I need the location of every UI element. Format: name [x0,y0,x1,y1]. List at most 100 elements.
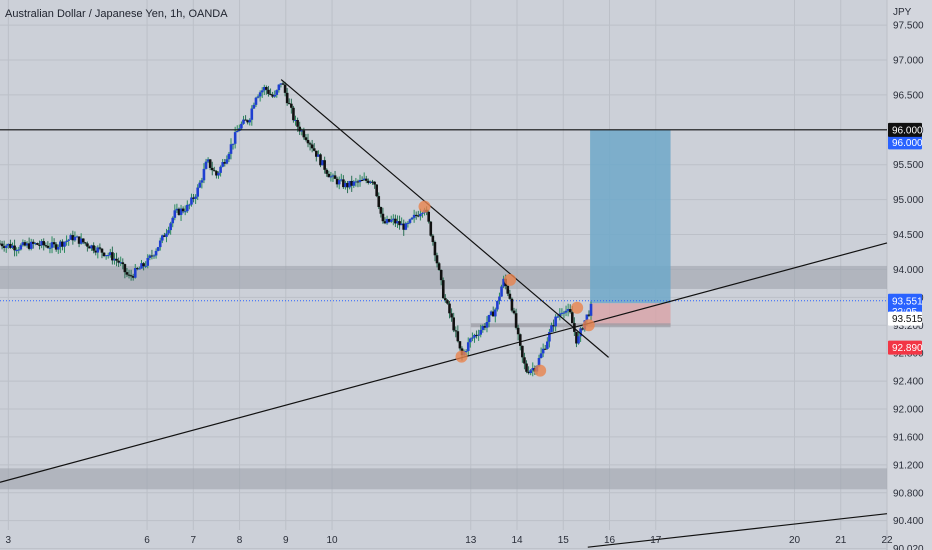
candle-body-186 [385,219,389,224]
candle-body-65 [133,268,137,278]
candle-body-3 [4,245,8,248]
candle-body-120 [248,119,252,123]
candle-body-279 [579,328,582,337]
candle-body-270 [560,312,564,314]
y-tick-label-11: 92.400 [893,377,924,388]
trendline-2[interactable] [0,242,888,483]
candle-body-124 [256,96,260,98]
drawing-layer[interactable] [0,79,888,548]
candle-body-256 [531,368,535,371]
candle-body-272 [564,310,568,313]
y-tick-label-13: 91.600 [893,432,924,443]
y-tick-label-7: 94.000 [893,265,924,276]
y-tick-label-1: 97.000 [893,56,924,67]
candle-body-136 [281,83,285,85]
candle-body-244 [506,285,510,294]
y-tick-label-9: 93.200 [893,321,924,332]
candle-body-268 [556,316,560,318]
candle-body-262 [543,348,547,350]
candle-body-158 [327,173,331,178]
candle-body-75 [154,250,158,256]
candle-body-10 [19,245,23,250]
candle-body-228 [473,334,476,338]
candle-body-67 [138,268,141,270]
y-tick-label-12: 92.000 [893,405,924,416]
candle-body-144 [298,126,301,132]
candle-body-199 [412,214,416,218]
candle-body-36 [73,236,77,241]
candle-body-155 [321,160,324,166]
candle-body-267 [554,316,557,327]
price-badge-label-stop: 92.890 [892,343,923,354]
candle-body-116 [240,123,243,129]
candle-body-51 [104,255,108,257]
candle-body-152 [315,150,318,157]
trendline-3[interactable] [587,513,888,548]
candle-body-153 [317,154,320,157]
y-tick-label-2: 96.500 [893,90,924,101]
candle-body-266 [552,325,555,327]
candle-body-143 [296,120,299,127]
candle-body-55 [113,258,116,261]
candle-body-232 [481,326,485,331]
candle-body-176 [364,178,368,181]
candle-body-92 [190,197,193,205]
candle-body-87 [179,208,183,215]
candle-body-208 [431,235,435,243]
candle-body-167 [346,182,349,188]
candle-body-249 [516,327,520,335]
candle-body-25 [50,242,54,248]
candle-body-178 [369,181,372,183]
candle-body-44 [90,245,93,249]
candle-body-123 [254,97,258,105]
candle-body-60 [123,264,127,273]
candle-body-201 [416,215,420,217]
x-tick-label-1: 6 [144,535,150,546]
candle-body-247 [512,310,516,314]
candle-body-78 [161,235,164,241]
candle-body-125 [258,92,262,97]
candle-body-271 [562,312,566,314]
trendline-1[interactable] [280,79,609,358]
candle-body-68 [140,263,143,269]
candle-body-17 [34,243,37,245]
candle-body-169 [350,180,354,186]
candle-body-86 [177,208,181,215]
position-stop-zone[interactable] [590,303,671,326]
x-tick-label-2: 7 [191,535,197,546]
candle-body-280 [581,328,585,330]
price-badge-label-target: 96.000 [892,138,923,149]
price-badge-stop [888,340,922,355]
candle-body-139 [287,103,291,105]
x-tick-label-8: 15 [558,535,570,546]
candle-body-21 [42,241,46,246]
candle-body-130 [269,93,272,95]
position-layer[interactable] [0,129,887,328]
candle-body-179 [371,181,374,183]
candle-body-142 [294,120,297,122]
candle-body-27 [54,244,58,250]
candle-body-79 [163,235,166,237]
candle-body-196 [406,222,410,224]
candle-body-240 [498,296,501,302]
price-axis-panel[interactable] [887,0,932,550]
grid-layer [0,0,888,550]
candle-body-48 [98,247,102,249]
candle-body-252 [523,357,526,364]
candle-body-34 [69,235,73,240]
candle-body-221 [458,341,462,349]
candle-body-184 [381,213,385,222]
candle-body-82 [169,223,172,231]
candle-body-72 [148,255,152,258]
candle-body-7 [13,245,16,251]
position-target-zone[interactable] [590,129,671,304]
candle-body-185 [383,221,387,224]
candle-body-12 [23,242,27,246]
candle-body-66 [136,268,139,270]
candle-body-16 [31,241,35,244]
x-tick-label-12: 21 [835,535,847,546]
candle-body-235 [487,315,491,323]
